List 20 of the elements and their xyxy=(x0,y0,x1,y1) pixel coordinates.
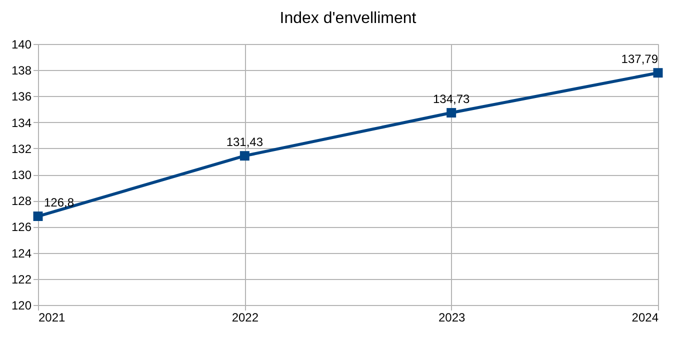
data-label: 137,79 xyxy=(621,52,658,66)
x-tick-label: 2022 xyxy=(232,310,259,324)
chart-title: Index d'envelliment xyxy=(280,10,417,27)
x-tick-label: 2021 xyxy=(38,310,66,324)
y-tick-label: 128 xyxy=(11,194,32,208)
y-tick-label: 120 xyxy=(11,298,32,312)
y-tick-label: 140 xyxy=(11,38,32,52)
data-label: 131,43 xyxy=(226,134,264,149)
data-label: 134,73 xyxy=(432,92,470,106)
y-tick-label: 124 xyxy=(11,246,32,260)
y-tick-label: 130 xyxy=(11,168,32,182)
x-tick-label: 2023 xyxy=(438,310,466,324)
y-tick-label: 134 xyxy=(11,116,32,130)
y-tick-label: 136 xyxy=(11,90,32,104)
y-tick-label: 132 xyxy=(11,142,32,156)
data-label: 126,8 xyxy=(44,195,74,210)
y-tick-label: 122 xyxy=(11,272,32,286)
y-tick-label: 138 xyxy=(11,64,32,78)
y-tick-label: 126 xyxy=(11,220,32,234)
x-tick-label: 2024 xyxy=(632,310,659,324)
